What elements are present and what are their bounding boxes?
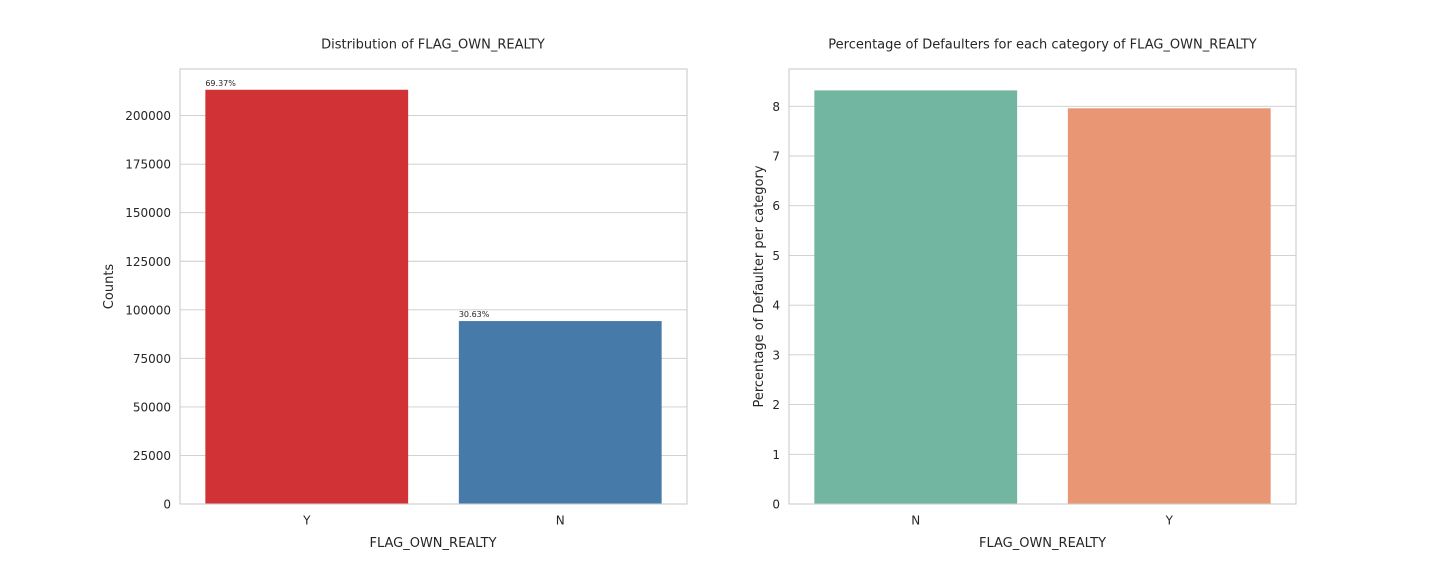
y-tick-label: 5 bbox=[772, 249, 780, 263]
y-tick-label: 75000 bbox=[133, 352, 171, 366]
bars bbox=[205, 89, 662, 505]
x-tick-label: Y bbox=[1165, 514, 1174, 528]
y-tick-label: 50000 bbox=[133, 400, 171, 414]
count-chart: Distribution of FLAG_OWN_REALTY 0 25000 50… bbox=[102, 38, 688, 551]
y-tick-labels: 0 25000 50000 75000 100000 125000 150000 175000… bbox=[125, 109, 171, 511]
bar-y bbox=[205, 89, 409, 505]
chart-title: Distribution of FLAG_OWN_REALTY bbox=[321, 38, 545, 53]
bar-data-label: 69.37% bbox=[205, 79, 236, 88]
y-tick-label: 8 bbox=[772, 100, 780, 114]
y-tick-label: 175000 bbox=[125, 158, 171, 172]
x-axis-label: FLAG_OWN_REALTY bbox=[369, 536, 496, 551]
y-tick-label: 4 bbox=[772, 299, 780, 313]
y-tick-label: 7 bbox=[772, 150, 780, 164]
y-tick-label: 6 bbox=[772, 199, 780, 213]
y-axis-label: Percentage of Defaulter per category bbox=[752, 165, 767, 407]
plot-frame bbox=[788, 68, 1297, 505]
x-tick-label: N bbox=[911, 514, 920, 528]
plot-frame bbox=[179, 68, 688, 505]
bar-n bbox=[458, 321, 662, 504]
y-tick-label: 125000 bbox=[125, 255, 171, 269]
y-tick-label: 2 bbox=[772, 398, 780, 412]
y-tick-label: 25000 bbox=[133, 449, 171, 463]
defaulter-percentage-chart: Percentage of Defaulters for each catego… bbox=[752, 38, 1297, 551]
y-tick-label: 0 bbox=[772, 498, 780, 512]
chart-title: Percentage of Defaulters for each catego… bbox=[828, 38, 1257, 53]
y-tick-label: 0 bbox=[163, 498, 171, 512]
x-tick-label: N bbox=[556, 514, 565, 528]
bar-data-label: 30.63% bbox=[459, 310, 490, 319]
x-axis-label: FLAG_OWN_REALTY bbox=[979, 536, 1106, 551]
y-tick-labels: 0 1 2 3 4 5 6 7 8 bbox=[772, 100, 780, 512]
bar-n bbox=[814, 90, 1018, 505]
data-labels: 69.37% 30.63% bbox=[205, 79, 489, 319]
x-tick-label: Y bbox=[302, 514, 311, 528]
y-tick-label: 100000 bbox=[125, 303, 171, 317]
bars bbox=[814, 90, 1271, 505]
y-axis-label: Counts bbox=[102, 264, 117, 310]
y-tick-label: 3 bbox=[772, 348, 780, 362]
bar-y bbox=[1067, 108, 1271, 504]
y-tick-label: 1 bbox=[772, 448, 780, 462]
y-tick-label: 200000 bbox=[125, 109, 171, 123]
y-tick-label: 150000 bbox=[125, 206, 171, 220]
